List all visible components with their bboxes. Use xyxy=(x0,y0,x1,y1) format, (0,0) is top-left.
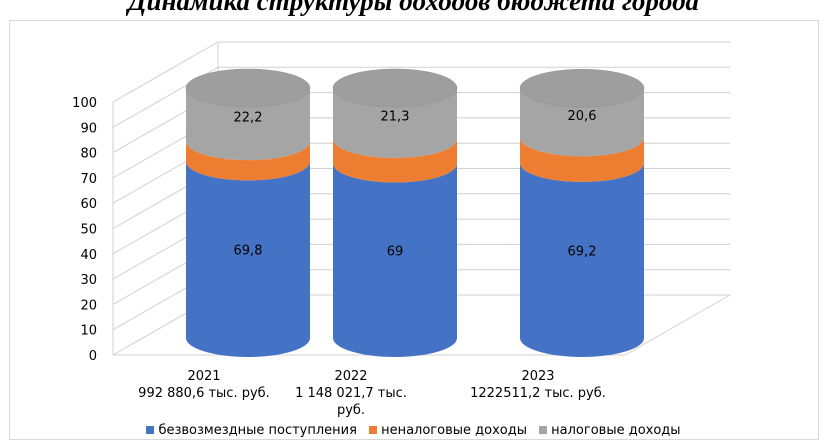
x-category-label-1-1: 1 148 021,7 тыс. xyxy=(295,386,407,401)
bar-segment-2-0 xyxy=(520,162,644,357)
legend-swatch-gray xyxy=(539,425,548,434)
x-category-label-0-0: 2021 xyxy=(187,369,220,384)
legend-swatch-blue xyxy=(146,425,155,434)
x-axis-categories: 2021 992 880,6 тыс. руб. 2022 1 148 021,7 т… xyxy=(138,369,606,418)
gridline xyxy=(112,66,730,128)
data-label-1-0: 69 xyxy=(387,245,404,260)
legend-item-3: налоговые доходы xyxy=(539,423,681,438)
chart-legend: безвозмездные поступления неналоговые до… xyxy=(0,423,827,438)
y-tick-label: 90 xyxy=(80,121,97,136)
data-label-0-0: 69,8 xyxy=(234,244,263,259)
y-tick-label: 20 xyxy=(80,298,97,313)
y-tick-label: 70 xyxy=(80,172,97,187)
x-category-label-0-1: 992 880,6 тыс. руб. xyxy=(138,386,270,401)
y-tick-label: 60 xyxy=(80,197,97,212)
legend-item-1: безвозмездные поступления xyxy=(146,423,357,438)
bar-segment-0-0 xyxy=(186,161,310,357)
bar-top-cap-0 xyxy=(185,68,311,108)
gridline xyxy=(112,41,730,103)
chart-frame xyxy=(9,20,819,440)
chart-title: Динамика структуры доходов бюджета город… xyxy=(128,0,699,16)
bar-segment-2-1 xyxy=(520,137,644,182)
y-tick-label: 40 xyxy=(80,248,97,263)
bar-segment-1-1 xyxy=(332,138,457,183)
bar-segment-1-0 xyxy=(332,163,457,357)
x-category-label-1-0: 2022 xyxy=(334,369,367,384)
bar-segment-0-1 xyxy=(186,141,310,181)
data-label-2-0: 69,2 xyxy=(568,244,597,259)
floor-edge xyxy=(113,294,731,356)
bar-top-cap-2 xyxy=(519,69,645,108)
bar-segment-2-2 xyxy=(520,88,644,157)
y-tick-label: 0 xyxy=(89,349,97,364)
x-category-label-2-1: 1222511,2 тыс. руб. xyxy=(470,386,606,401)
bar-top-cap-1 xyxy=(332,68,458,108)
y-tick-label: 10 xyxy=(80,324,97,339)
chart-bars: 69,8822,2699,721,369,210,120,6 xyxy=(185,68,645,357)
data-label-2-2: 20,6 xyxy=(568,109,597,124)
y-axis-ticks: 0 10 20 30 40 50 60 70 80 90 100 xyxy=(72,96,97,364)
y-tick-label: 30 xyxy=(80,273,97,288)
legend-swatch-orange xyxy=(369,425,378,434)
data-label-1-2: 21,3 xyxy=(381,109,410,124)
legend-label: безвозмездные поступления xyxy=(158,423,357,438)
x-category-label-2-0: 2023 xyxy=(521,369,554,384)
bar-segment-1-2 xyxy=(333,88,457,158)
data-label-0-2: 22,2 xyxy=(234,111,263,126)
y-tick-label: 50 xyxy=(80,223,97,238)
bar-segment-0-2 xyxy=(186,88,310,161)
x-category-label-1-2: руб. xyxy=(337,403,365,418)
y-tick-label: 80 xyxy=(80,147,97,162)
legend-label: неналоговые доходы xyxy=(381,423,527,438)
y-tick-label: 100 xyxy=(72,96,97,111)
legend-item-2: неналоговые доходы xyxy=(369,423,527,438)
legend-label: налоговые доходы xyxy=(551,423,681,438)
